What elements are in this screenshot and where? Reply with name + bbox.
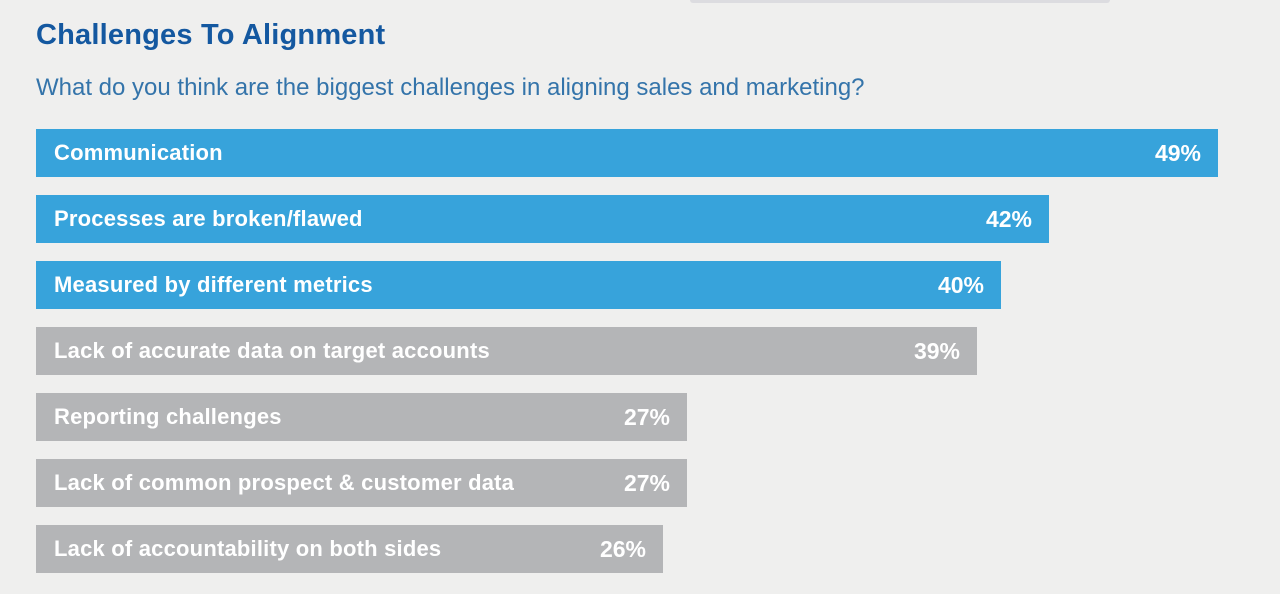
bar-value-label: 27% (623, 403, 670, 430)
bar-row: Lack of accountability on both sides 26% (36, 525, 663, 573)
bar-row: Lack of common prospect & customer data … (36, 459, 687, 507)
bar-value-label: 40% (937, 271, 984, 298)
bar-category-label: Lack of accurate data on target accounts (54, 338, 490, 363)
bar-category-label: Communication (54, 140, 223, 165)
chart-subtitle: What do you think are the biggest challe… (36, 74, 865, 101)
bar-value-label: 49% (1154, 139, 1201, 166)
bar-value-label: 39% (913, 337, 960, 364)
bar-value-label: 27% (623, 469, 670, 496)
bar-row: Processes are broken/flawed 42% (36, 195, 1049, 243)
bar-category-label: Processes are broken/flawed (54, 206, 363, 231)
bar-row: Communication 49% (36, 129, 1218, 177)
bar-value-label: 42% (985, 205, 1032, 232)
bar-row: Measured by different metrics 40% (36, 261, 1001, 309)
bar-chart: Communication 49% Processes are broken/f… (36, 129, 1244, 573)
chart-title: Challenges To Alignment (36, 19, 386, 51)
chart-container: Challenges To Alignment What do you thin… (36, 0, 1244, 591)
bar-row: Lack of accurate data on target accounts… (36, 327, 977, 375)
bar-category-label: Measured by different metrics (54, 272, 373, 297)
bar-value-label: 26% (599, 535, 646, 562)
bar-row: Reporting challenges 27% (36, 393, 687, 441)
cropped-top-element (690, 0, 1110, 3)
bar-category-label: Lack of accountability on both sides (54, 536, 442, 561)
bar-category-label: Lack of common prospect & customer data (54, 470, 515, 495)
bar-category-label: Reporting challenges (54, 404, 282, 429)
